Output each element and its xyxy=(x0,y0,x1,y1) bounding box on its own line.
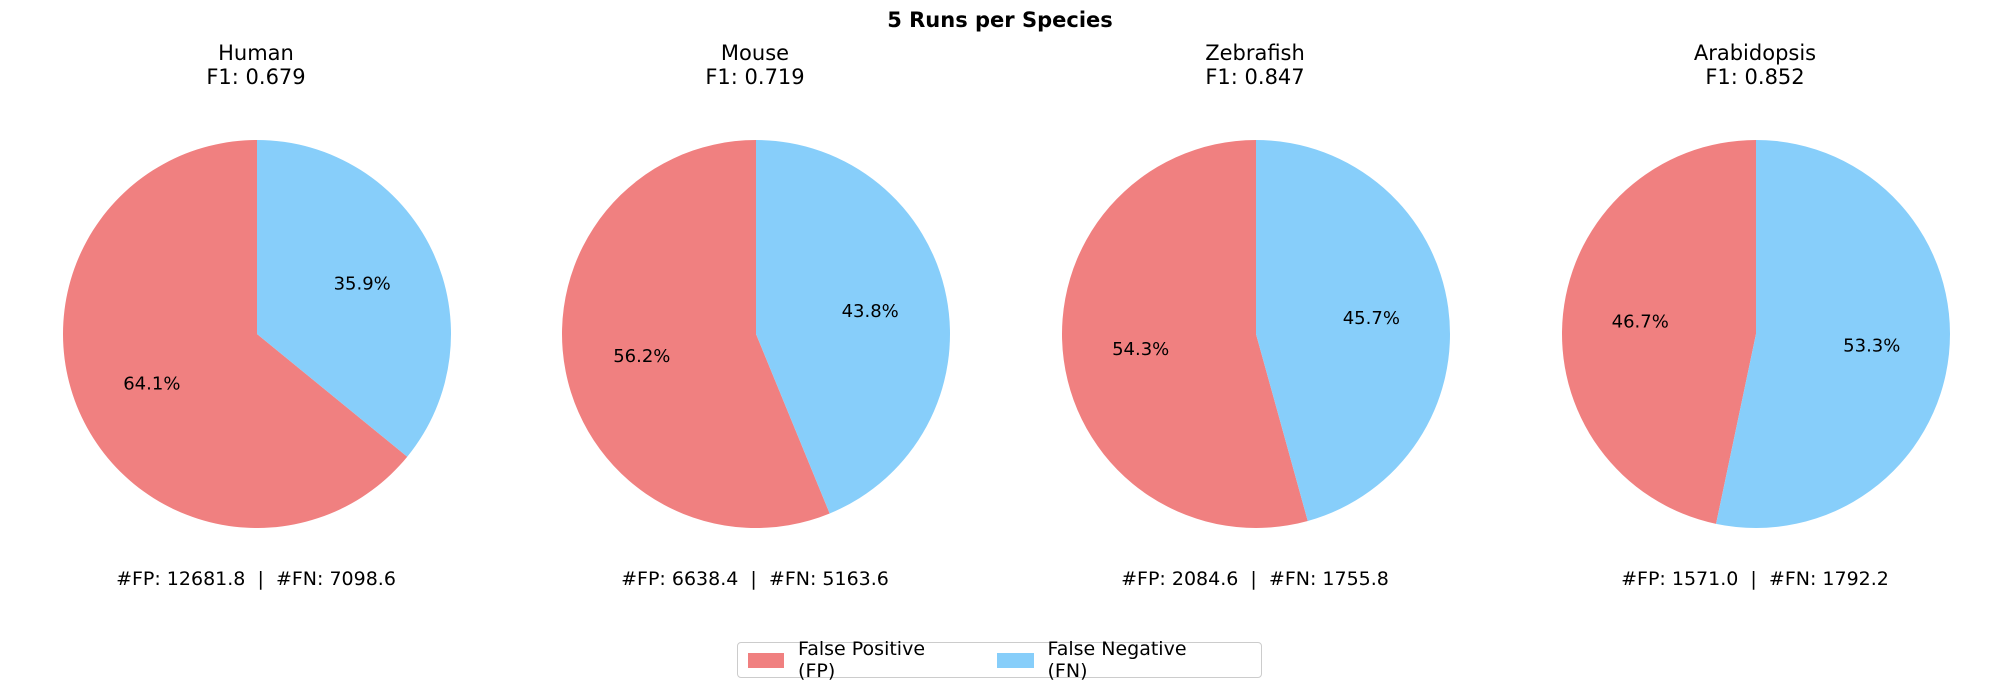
species-label: Arabidopsis xyxy=(1693,41,1817,65)
pie-chart: 56.2% 43.8% xyxy=(562,140,951,528)
fn-slice xyxy=(756,140,951,514)
legend-label-fp: False Positive (FP) xyxy=(798,638,926,682)
count-label: #FP: 2084.6 | #FN: 1755.8 xyxy=(1121,568,1389,590)
species-label: Human xyxy=(218,41,294,65)
legend-swatch-fn xyxy=(997,652,1034,668)
legend: False Positive (FP) False Negative (FN) xyxy=(737,638,1262,682)
pie-chart: 54.3% 45.7% xyxy=(1062,139,1450,528)
legend-swatch-fp xyxy=(748,652,785,668)
fp-slice xyxy=(1562,140,1756,524)
fp-pct-label: 56.2% xyxy=(613,346,670,367)
species-label: Zebrafish xyxy=(1205,41,1305,65)
fn-pct-label: 45.7% xyxy=(1343,308,1400,329)
fn-pct-label: 35.9% xyxy=(334,274,391,295)
legend-item-fn: False Negative (FN) xyxy=(997,638,1223,682)
f1-label: F1: 0.847 xyxy=(1205,65,1305,89)
pie-title: Zebrafish F1: 0.847 xyxy=(1005,41,1505,89)
fp-pct-label: 46.7% xyxy=(1612,311,1669,332)
species-label: Mouse xyxy=(720,41,790,65)
pie-panel-arabidopsis: Arabidopsis F1: 0.852 46.7% 53.3% #FP: 1571.… xyxy=(1505,0,2000,620)
fp-slice xyxy=(562,140,830,528)
pie-chart: 46.7% 53.3% xyxy=(1562,140,1951,528)
fn-slice xyxy=(1716,140,1951,528)
fn-slice xyxy=(1256,139,1450,521)
pie-chart: 64.1% 35.9% xyxy=(62,140,451,528)
fp-pct-label: 64.1% xyxy=(123,373,180,394)
pie-title: Human F1: 0.679 xyxy=(6,41,506,89)
fp-pct-label: 54.3% xyxy=(1112,339,1169,360)
fn-slice xyxy=(257,140,451,457)
fn-pct-label: 53.3% xyxy=(1843,336,1900,357)
legend-label-fn: False Negative (FN) xyxy=(1047,638,1187,682)
f1-label: F1: 0.719 xyxy=(705,65,805,89)
fp-slice xyxy=(1062,140,1308,528)
f1-label: F1: 0.679 xyxy=(206,65,306,89)
pie-panel-mouse: Mouse F1: 0.719 56.2% 43.8% #FP: 6638.4 | #F… xyxy=(505,0,1005,620)
pie-title: Mouse F1: 0.719 xyxy=(505,41,1005,89)
f1-label: F1: 0.852 xyxy=(1705,65,1805,89)
count-label: #FP: 6638.4 | #FN: 5163.6 xyxy=(621,568,889,590)
legend-item-fp: False Positive (FP) xyxy=(748,638,959,682)
fp-slice xyxy=(62,140,408,528)
count-label: #FP: 12681.8 | #FN: 7098.6 xyxy=(116,568,396,590)
pie-panel-human: Human F1: 0.679 64.1% 35.9% #FP: 12681.8 | #… xyxy=(6,0,506,620)
fn-pct-label: 43.8% xyxy=(842,301,899,322)
pie-title: Arabidopsis F1: 0.852 xyxy=(1505,41,2000,89)
chart-title: 5 Runs per Species xyxy=(887,8,1113,32)
pie-panel-zebrafish: Zebrafish F1: 0.847 54.3% 45.7% #FP: 2084.6 … xyxy=(1005,0,1505,620)
count-label: #FP: 1571.0 | #FN: 1792.2 xyxy=(1621,568,1889,590)
